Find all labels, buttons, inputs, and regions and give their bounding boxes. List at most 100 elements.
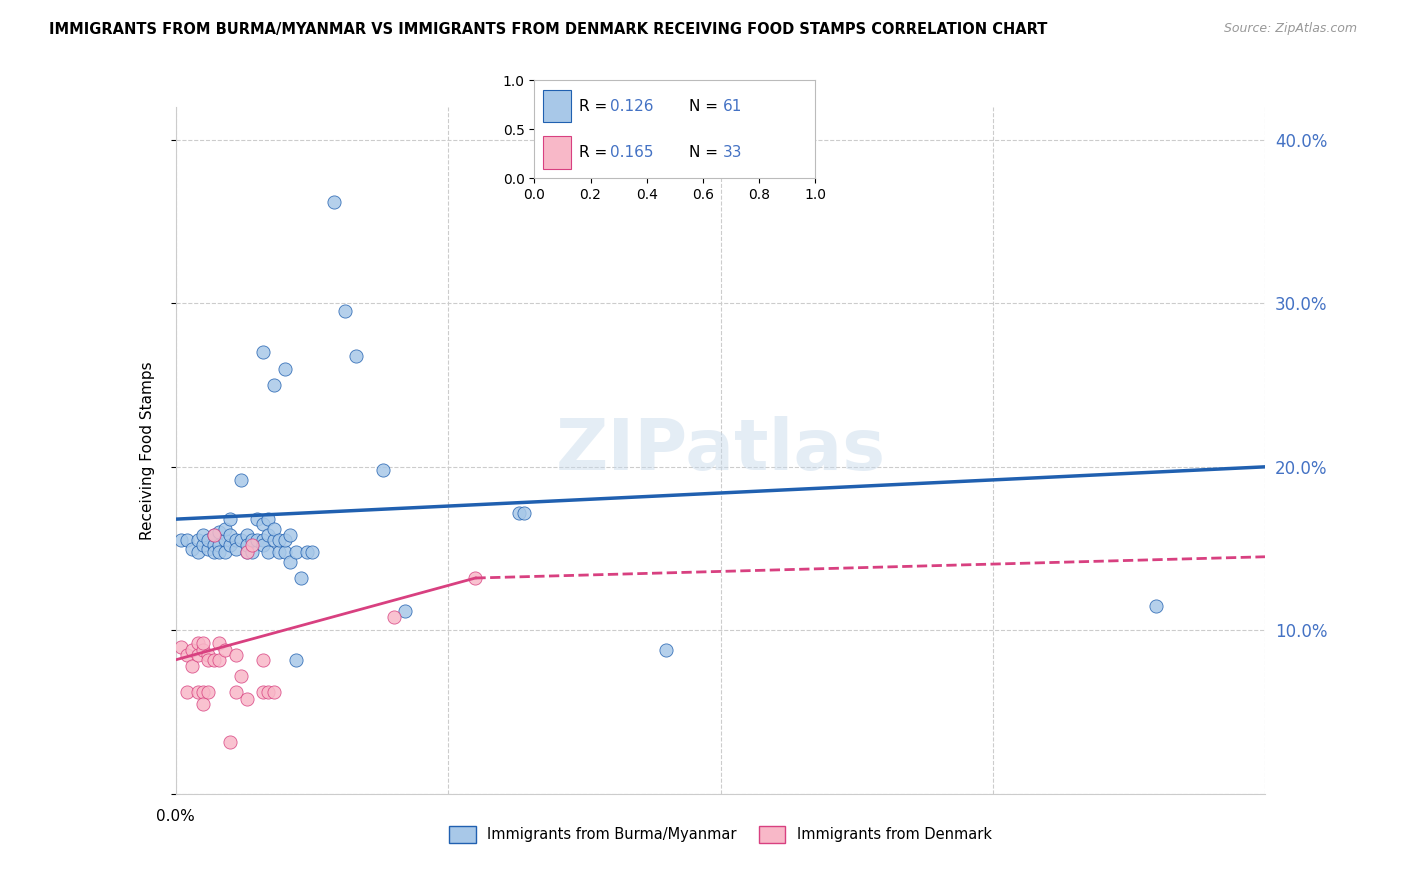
Point — [322, 194, 344, 209]
Point — [191, 538, 214, 552]
Point — [301, 545, 323, 559]
Point — [197, 653, 219, 667]
Point — [1144, 599, 1167, 613]
Text: 0.0%: 0.0% — [156, 809, 195, 824]
Point — [191, 685, 214, 699]
Point — [214, 545, 236, 559]
Point — [263, 533, 285, 548]
Text: R =: R = — [579, 99, 613, 114]
Point — [202, 528, 225, 542]
Point — [252, 653, 274, 667]
Point — [219, 538, 242, 552]
Point — [269, 533, 291, 548]
Y-axis label: Receiving Food Stamps: Receiving Food Stamps — [141, 361, 155, 540]
Point — [278, 555, 301, 569]
Point — [284, 545, 307, 559]
Point — [246, 512, 269, 526]
Point — [252, 533, 274, 548]
Point — [257, 545, 280, 559]
Point — [235, 545, 257, 559]
Point — [186, 545, 209, 559]
Text: ZIPatlas: ZIPatlas — [555, 416, 886, 485]
Point — [252, 345, 274, 359]
FancyBboxPatch shape — [543, 136, 571, 169]
Point — [191, 643, 214, 657]
Point — [197, 648, 219, 662]
Point — [333, 304, 356, 318]
Text: 0.165: 0.165 — [610, 145, 654, 161]
Point — [225, 648, 247, 662]
Point — [176, 533, 198, 548]
Text: Source: ZipAtlas.com: Source: ZipAtlas.com — [1223, 22, 1357, 36]
Point — [263, 685, 285, 699]
Point — [208, 545, 231, 559]
Point — [240, 545, 263, 559]
Point — [219, 512, 242, 526]
Point — [257, 685, 280, 699]
Point — [214, 533, 236, 548]
Point — [197, 685, 219, 699]
Text: N =: N = — [689, 99, 723, 114]
Point — [202, 528, 225, 542]
Point — [225, 533, 247, 548]
Point — [186, 685, 209, 699]
Point — [344, 349, 367, 363]
Point — [231, 669, 253, 683]
Text: IMMIGRANTS FROM BURMA/MYANMAR VS IMMIGRANTS FROM DENMARK RECEIVING FOOD STAMPS C: IMMIGRANTS FROM BURMA/MYANMAR VS IMMIGRA… — [49, 22, 1047, 37]
Point — [235, 538, 257, 552]
Point — [219, 734, 242, 748]
Point — [197, 541, 219, 556]
Point — [290, 571, 312, 585]
Point — [295, 545, 318, 559]
Point — [508, 506, 530, 520]
Point — [240, 533, 263, 548]
Point — [371, 463, 394, 477]
Point — [231, 473, 253, 487]
Point — [202, 545, 225, 559]
Point — [186, 636, 209, 650]
Point — [246, 533, 269, 548]
Point — [181, 659, 204, 673]
Point — [269, 545, 291, 559]
Point — [252, 538, 274, 552]
Point — [655, 643, 678, 657]
Point — [464, 571, 486, 585]
FancyBboxPatch shape — [543, 90, 571, 122]
Point — [191, 528, 214, 542]
Point — [219, 528, 242, 542]
Point — [214, 522, 236, 536]
Point — [176, 685, 198, 699]
Text: R =: R = — [579, 145, 613, 161]
Point — [394, 604, 416, 618]
Point — [263, 378, 285, 392]
Point — [257, 512, 280, 526]
Point — [231, 533, 253, 548]
Point — [284, 653, 307, 667]
Text: 33: 33 — [723, 145, 742, 161]
Point — [197, 533, 219, 548]
Point — [191, 636, 214, 650]
Point — [252, 516, 274, 531]
Point — [235, 545, 257, 559]
Point — [191, 697, 214, 711]
Text: 0.126: 0.126 — [610, 99, 654, 114]
Point — [225, 541, 247, 556]
Point — [263, 522, 285, 536]
Point — [235, 528, 257, 542]
Point — [235, 692, 257, 706]
Point — [240, 538, 263, 552]
Point — [202, 538, 225, 552]
Point — [214, 643, 236, 657]
Text: 61: 61 — [723, 99, 742, 114]
Point — [225, 685, 247, 699]
Point — [170, 640, 193, 654]
Point — [274, 361, 297, 376]
Point — [252, 685, 274, 699]
Point — [186, 648, 209, 662]
Point — [170, 533, 193, 548]
Point — [202, 653, 225, 667]
Point — [208, 636, 231, 650]
Point — [208, 653, 231, 667]
Point — [274, 545, 297, 559]
Point — [513, 506, 536, 520]
